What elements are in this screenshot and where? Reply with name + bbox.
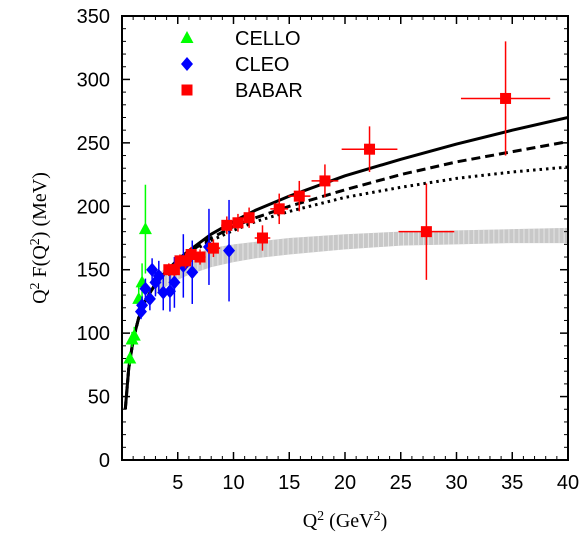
- y-tick-label: 300: [77, 69, 110, 91]
- x-tick-label: 40: [557, 472, 579, 494]
- series-babar: [163, 41, 551, 280]
- curve-dashed: [123, 140, 568, 410]
- data-point-babar: [293, 190, 305, 202]
- data-point-cleo: [139, 281, 152, 296]
- data-point-babar: [319, 175, 331, 187]
- data-point-babar: [185, 248, 197, 260]
- data-point-cleo: [152, 269, 165, 284]
- data-point-babar: [194, 251, 206, 263]
- data-point-babar: [232, 217, 244, 229]
- data-point-cello: [127, 328, 141, 341]
- data-point-cleo: [136, 298, 149, 313]
- data-point-cleo: [168, 275, 181, 290]
- y-tick-label: 50: [88, 387, 110, 409]
- series-cello: [123, 184, 152, 365]
- x-axis-title: Q2 (GeV2): [303, 509, 388, 533]
- legend-marker-cleo: [181, 57, 193, 71]
- data-point-babar: [174, 255, 186, 267]
- curve-dotted: [123, 165, 568, 410]
- data-point-babar: [163, 264, 175, 276]
- legend-marker-cello: [180, 31, 194, 43]
- data-point-babar: [273, 203, 285, 215]
- theory-curves: [123, 116, 568, 410]
- axis-ticks: 0 50 100 150 200 250 300 350 5 10 15 20 25 30 35 40: [77, 6, 580, 494]
- data-point-babar: [168, 264, 180, 276]
- y-axis-title: Q2 F(Q2) (MeV): [28, 172, 52, 304]
- x-tick-label: 30: [445, 472, 467, 494]
- x-tick-label: 15: [278, 472, 300, 494]
- legend-marker-babar: [181, 84, 193, 96]
- y-tick-label: 250: [77, 133, 110, 155]
- data-point-babar: [500, 92, 512, 104]
- data-point-cello: [123, 351, 137, 364]
- y-tick-label: 100: [77, 323, 110, 345]
- y-tick-label: 350: [77, 6, 110, 28]
- legend-label-cleo: CLEO: [235, 54, 289, 76]
- data-point-cleo: [186, 265, 199, 280]
- data-point-babar: [180, 255, 192, 267]
- data-point-cello: [138, 222, 152, 235]
- band-area: [155, 227, 568, 296]
- legend-label-babar: BABAR: [235, 80, 303, 102]
- data-point-cleo: [143, 291, 156, 306]
- legend-label-cello: CELLO: [235, 28, 301, 50]
- y-tick-label: 0: [99, 450, 110, 472]
- data-points: [123, 41, 551, 365]
- x-tick-label: 5: [172, 472, 183, 494]
- data-point-cleo: [223, 243, 236, 258]
- x-tick-label: 25: [390, 472, 412, 494]
- data-point-babar: [243, 212, 255, 224]
- legend: CELLO CLEO BABAR: [180, 28, 303, 102]
- data-point-babar: [256, 232, 268, 244]
- y-tick-label: 200: [77, 196, 110, 218]
- y-tick-label: 150: [77, 260, 110, 282]
- x-tick-label: 20: [334, 472, 356, 494]
- data-point-babar: [221, 219, 233, 231]
- data-point-babar: [207, 242, 219, 254]
- data-point-babar: [364, 143, 376, 155]
- x-tick-label: 10: [222, 472, 244, 494]
- data-point-babar: [420, 226, 432, 238]
- axis-titles: Q2 (GeV2) Q2 F(Q2) (MeV): [28, 172, 388, 532]
- data-point-cleo: [163, 284, 176, 299]
- x-tick-label: 35: [501, 472, 523, 494]
